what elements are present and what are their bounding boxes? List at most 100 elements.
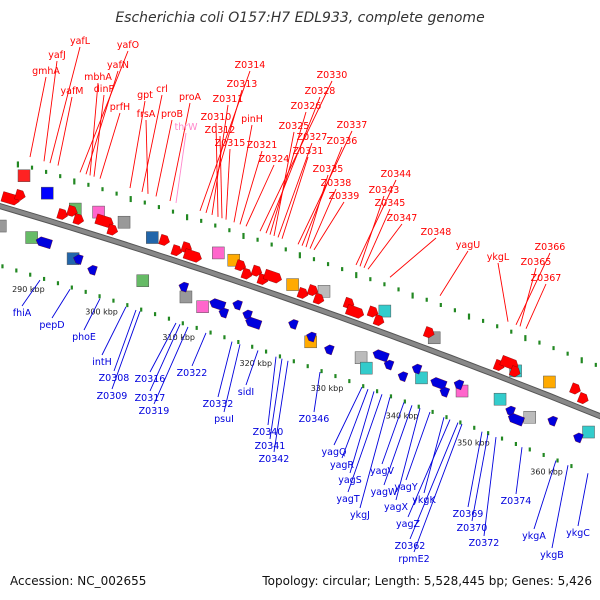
tick-mark: [129, 196, 132, 203]
tick-mark: [369, 277, 372, 282]
forward-gene-arrow: [234, 259, 247, 272]
reverse-gene-arrow: [507, 413, 525, 427]
reverse-gene-arrow: [35, 236, 53, 250]
gene-leader-line: [313, 371, 321, 413]
gene-label-Z0328: Z0328: [305, 86, 336, 97]
forward-gene-arrow: [296, 287, 309, 299]
tick-mark: [228, 228, 231, 233]
kbp-tick-label: 320 kbp: [239, 359, 272, 368]
arrow-shape: [66, 204, 78, 217]
arrow-shape: [306, 331, 317, 343]
arrow-shape: [14, 189, 26, 201]
arrow-shape: [372, 314, 385, 326]
gene-label-Z0319: Z0319: [139, 406, 170, 417]
reverse-gene-arrow: [411, 363, 423, 375]
kbp-tick-label: 300 kbp: [85, 308, 118, 317]
figure-title: Escherichia coli O157:H7 EDL933, complet…: [115, 10, 485, 26]
gene-leader-line: [313, 201, 345, 251]
arrow-shape: [573, 432, 584, 444]
gene-label-yagW: yagW: [371, 487, 398, 498]
gene-leader-line: [191, 332, 207, 367]
arrow-shape: [577, 392, 589, 404]
tick-mark: [45, 169, 48, 174]
reverse-gene-arrow: [324, 344, 335, 356]
arrow-shape: [158, 234, 170, 246]
tick-mark: [594, 362, 597, 367]
gene-label-yagY: yagY: [394, 482, 417, 493]
gene-leader-line: [239, 150, 263, 225]
tick-mark: [320, 369, 323, 374]
arrow-shape: [372, 349, 390, 363]
feature-block: [360, 361, 373, 375]
gene-label-pinH: pinH: [241, 114, 263, 125]
gene-label-ykgC: ykgC: [566, 528, 590, 539]
tick-mark: [538, 340, 541, 345]
feature-block: [196, 300, 209, 313]
gene-leader-line: [413, 423, 463, 553]
tick-mark: [459, 420, 462, 425]
gene-label-Z0338: Z0338: [321, 178, 352, 189]
tick-mark: [242, 232, 245, 239]
tick-mark: [278, 354, 282, 359]
tick-mark: [467, 313, 471, 320]
gene-label-Z0340: Z0340: [253, 427, 284, 438]
tick-mark: [16, 161, 20, 168]
tick-mark: [59, 174, 62, 179]
tick-mark: [84, 289, 87, 294]
gene-label-gpt: gpt: [137, 90, 153, 101]
feature-block: [378, 304, 392, 318]
gene-leader-line: [395, 408, 421, 501]
gene-leader-line: [269, 111, 307, 235]
tick-mark: [256, 237, 259, 242]
forward-gene-arrow: [508, 365, 521, 378]
reverse-gene-arrow: [178, 281, 189, 293]
forward-gene-arrow: [312, 292, 325, 305]
gene-label-dinP: dinP: [94, 84, 115, 95]
gene-leader-line: [409, 422, 459, 540]
gene-leader-line: [89, 82, 99, 176]
reverse-gene-arrow: [383, 359, 395, 371]
gene-label-Z0348: Z0348: [421, 227, 452, 238]
gene-leader-line: [389, 237, 437, 278]
gene-leader-line: [199, 70, 251, 212]
gene-leader-line: [149, 322, 177, 373]
tick-mark: [214, 223, 217, 228]
gene-label-frsA: frsA: [137, 109, 156, 120]
tick-mark: [237, 339, 240, 344]
tick-mark: [552, 346, 555, 351]
arrow-shape: [411, 363, 423, 375]
feature-block: [212, 246, 225, 260]
gene-label-yagR: yagR: [330, 460, 354, 471]
tick-mark: [341, 267, 344, 272]
gene-label-Z0339: Z0339: [329, 191, 360, 202]
forward-gene-arrow: [569, 382, 581, 395]
gene-label-yagX: yagX: [384, 502, 408, 513]
tick-mark: [115, 191, 118, 196]
gene-leader-line: [525, 283, 547, 329]
arrow-shape: [232, 299, 243, 311]
gene-label-phoE: phoE: [72, 332, 96, 343]
tick-mark: [42, 276, 46, 281]
tick-mark: [306, 364, 309, 369]
gene-leader-line: [359, 195, 385, 267]
forward-gene-arrow: [422, 326, 435, 339]
tick-mark: [223, 335, 226, 340]
feature-block: [136, 274, 150, 287]
tick-mark: [209, 330, 212, 335]
tick-mark: [362, 384, 365, 389]
gene-leader-line: [149, 324, 181, 392]
arrow-shape: [218, 307, 229, 319]
gene-leader-line: [273, 131, 295, 237]
gene-label-Z0324: Z0324: [259, 154, 290, 165]
tick-mark: [500, 436, 504, 441]
gene-leader-line: [245, 350, 259, 386]
feature-block: [179, 290, 193, 304]
gene-leader-line: [497, 262, 509, 322]
arrow-shape: [296, 287, 309, 299]
gene-leader-line: [169, 102, 191, 202]
arrow-shape: [306, 284, 319, 296]
gene-label-Z0331: Z0331: [293, 146, 324, 157]
gene-label-rpmE2: rpmE2: [398, 554, 429, 565]
reverse-gene-arrow: [87, 265, 98, 276]
gene-leader-line: [83, 298, 101, 331]
